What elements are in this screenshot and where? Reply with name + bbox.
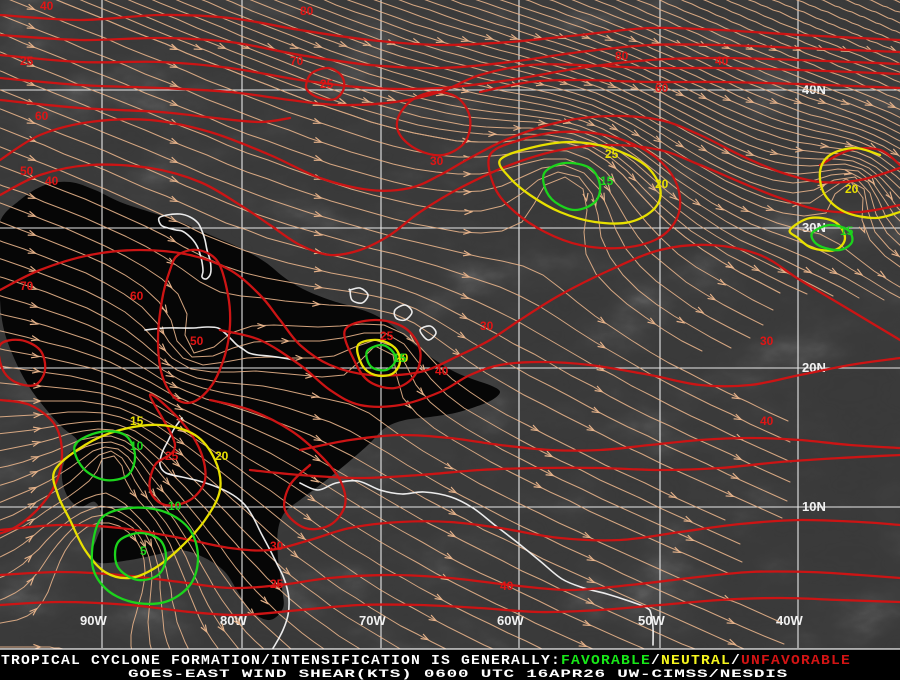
svg-text:20: 20 <box>845 182 859 196</box>
svg-text:15: 15 <box>393 351 407 365</box>
svg-text:25: 25 <box>165 449 179 463</box>
svg-text:30: 30 <box>480 319 494 333</box>
svg-text:15: 15 <box>840 224 854 238</box>
svg-text:25: 25 <box>320 77 334 91</box>
svg-text:40W: 40W <box>776 613 803 628</box>
svg-text:50: 50 <box>190 334 204 348</box>
svg-text:15: 15 <box>600 174 614 188</box>
svg-text:30: 30 <box>270 539 284 553</box>
svg-text:GOES-EAST WIND SHEAR(KTS): GOES-EAST WIND SHEAR(KTS) 0600 UTC 16APR… <box>128 669 788 680</box>
svg-text:40: 40 <box>500 579 514 593</box>
svg-text:30: 30 <box>430 154 444 168</box>
svg-text:90W: 90W <box>80 613 107 628</box>
svg-text:40: 40 <box>45 174 59 188</box>
svg-text:30: 30 <box>760 334 774 348</box>
svg-text:40: 40 <box>40 0 54 13</box>
svg-text:25: 25 <box>20 54 34 68</box>
svg-text:5: 5 <box>140 544 147 558</box>
svg-text:40: 40 <box>760 414 774 428</box>
svg-text:10: 10 <box>168 499 182 513</box>
svg-text:70: 70 <box>290 54 304 68</box>
svg-text:TROPICAL CYCLONE FORMATION/INT: TROPICAL CYCLONE FORMATION/INTENSIFICATI… <box>1 653 851 669</box>
svg-text:60: 60 <box>655 81 669 95</box>
svg-text:50: 50 <box>20 164 34 178</box>
svg-text:25: 25 <box>605 147 619 161</box>
svg-text:60: 60 <box>35 109 49 123</box>
svg-text:40: 40 <box>715 54 729 68</box>
svg-text:25: 25 <box>270 577 284 591</box>
svg-text:80: 80 <box>300 4 314 18</box>
svg-text:20: 20 <box>655 177 669 191</box>
svg-text:25: 25 <box>380 329 394 343</box>
svg-text:40: 40 <box>435 364 449 378</box>
svg-text:70: 70 <box>20 279 34 293</box>
svg-text:80: 80 <box>615 49 629 63</box>
svg-text:15: 15 <box>130 414 144 428</box>
svg-text:20: 20 <box>215 449 229 463</box>
svg-text:10: 10 <box>130 439 144 453</box>
svg-text:60: 60 <box>130 289 144 303</box>
svg-text:10N: 10N <box>802 499 826 514</box>
